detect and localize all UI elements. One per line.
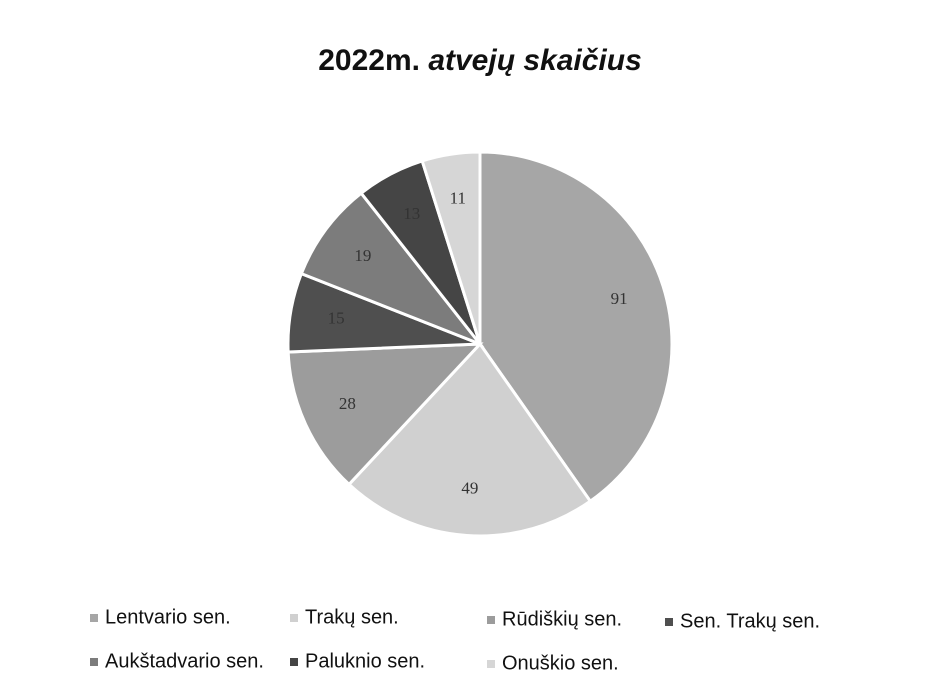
- legend-swatch: [665, 618, 673, 626]
- data-label: 15: [328, 309, 345, 328]
- pie-slice: [286, 342, 484, 487]
- legend-label: Lentvario sen.: [105, 606, 231, 628]
- chart-title: 2022m. atvejų skaičius: [318, 44, 642, 77]
- data-label: 28: [339, 394, 356, 413]
- legend-label: Rūdiškių sen.: [502, 608, 622, 630]
- legend-label: Onuškio sen.: [502, 652, 619, 674]
- data-label: 19: [354, 246, 371, 265]
- legend-swatch: [487, 616, 495, 624]
- legend-swatch: [90, 614, 98, 622]
- data-label: 13: [403, 204, 420, 223]
- pie-slice: [420, 150, 482, 345]
- pie-slice: [346, 341, 593, 538]
- legend-swatch: [90, 658, 98, 666]
- legend-label: Trakų sen.: [305, 606, 399, 628]
- legend-swatch: [290, 658, 298, 666]
- legend-label: Aukštadvario sen.: [105, 650, 264, 672]
- pie-slice: [478, 150, 674, 504]
- data-label: 11: [450, 189, 466, 208]
- data-label: 91: [611, 289, 628, 308]
- legend-swatch: [487, 660, 495, 668]
- legend-label: Sen. Trakų sen.: [680, 610, 820, 632]
- pie-slice: [299, 191, 485, 348]
- legend-label: Paluknio sen.: [305, 650, 425, 672]
- legend-swatch: [290, 614, 298, 622]
- data-label: 49: [461, 478, 478, 497]
